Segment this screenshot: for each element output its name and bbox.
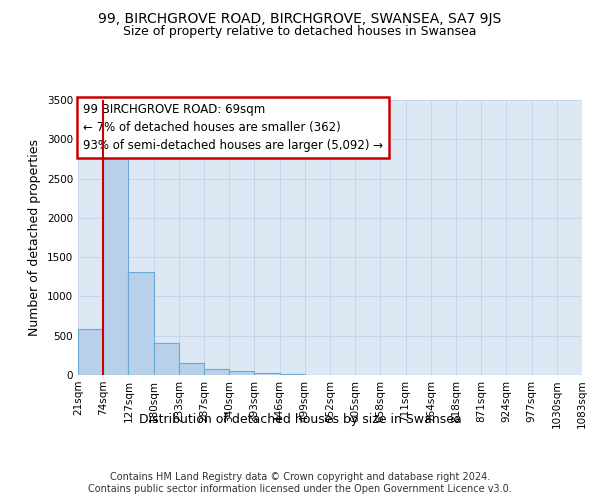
Text: Contains public sector information licensed under the Open Government Licence v3: Contains public sector information licen… <box>88 484 512 494</box>
Text: 99, BIRCHGROVE ROAD, BIRCHGROVE, SWANSEA, SA7 9JS: 99, BIRCHGROVE ROAD, BIRCHGROVE, SWANSEA… <box>98 12 502 26</box>
Bar <box>280 374 305 375</box>
Text: Contains HM Land Registry data © Crown copyright and database right 2024.: Contains HM Land Registry data © Crown c… <box>110 472 490 482</box>
Bar <box>179 363 204 375</box>
Bar <box>254 372 280 375</box>
Bar <box>128 272 154 375</box>
Bar <box>78 330 103 375</box>
Bar <box>204 368 229 375</box>
Y-axis label: Number of detached properties: Number of detached properties <box>28 139 41 336</box>
Bar <box>229 371 254 375</box>
Text: Size of property relative to detached houses in Swansea: Size of property relative to detached ho… <box>123 25 477 38</box>
Bar <box>103 147 128 375</box>
Text: 99 BIRCHGROVE ROAD: 69sqm
← 7% of detached houses are smaller (362)
93% of semi-: 99 BIRCHGROVE ROAD: 69sqm ← 7% of detach… <box>83 103 383 152</box>
Text: Distribution of detached houses by size in Swansea: Distribution of detached houses by size … <box>139 412 461 426</box>
Bar <box>154 343 179 375</box>
